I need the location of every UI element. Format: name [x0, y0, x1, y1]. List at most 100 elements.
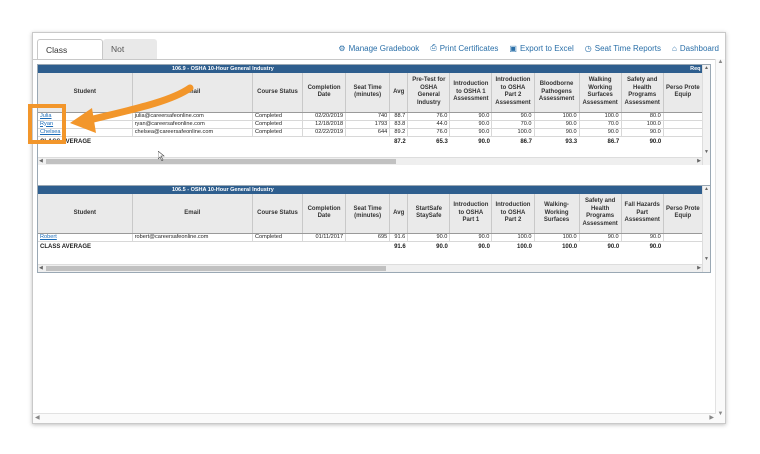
score-cell: 90.0: [449, 128, 493, 137]
col-module-5[interactable]: Safety and Health Programs Assessment: [579, 194, 622, 234]
horizontal-scrollbar[interactable]: ◀ ▶: [38, 157, 710, 165]
score-cell: 100.0: [491, 233, 535, 242]
col-module-5[interactable]: Walking Working Surfaces Assessment: [579, 73, 622, 113]
col-module-6[interactable]: Safety and Health Programs Assessment: [621, 73, 664, 113]
status-cell: Completed: [252, 233, 304, 242]
score-cell: 90.0: [621, 233, 664, 242]
scroll-left-icon[interactable]: ◀: [35, 415, 40, 421]
scroll-right-icon[interactable]: ▶: [697, 265, 701, 271]
horizontal-scrollbar[interactable]: ◀ ▶: [38, 264, 710, 272]
score-cell: 90.0: [449, 120, 493, 129]
table-row: Chelsea chelsea@careersafeonline.com Com…: [38, 128, 704, 137]
class-average-score: 90.0: [607, 243, 620, 250]
email-cell: robert@careersafeonline.com: [132, 233, 253, 242]
score-cell: 100.0: [579, 112, 622, 121]
seat-time-reports-button[interactable]: ◷ Seat Time Reports: [585, 43, 661, 53]
course-grid-106-5: 106.5 - OSHA 10-Hour General Industry St…: [37, 185, 711, 273]
scroll-up-icon[interactable]: ▲: [704, 186, 709, 192]
col-module-1[interactable]: StartSafe StaySafe: [407, 194, 451, 234]
home-icon: ⌂: [672, 43, 677, 53]
panel-horizontal-scrollbar[interactable]: ◀ ▶: [33, 413, 716, 423]
col-module-4[interactable]: Bloodborne Pathogens Assessment: [534, 73, 580, 113]
class-average-score: 100.0: [516, 243, 532, 250]
seat-time-reports-label: Seat Time Reports: [594, 43, 662, 53]
col-email[interactable]: Email: [132, 194, 253, 234]
col-seat-time[interactable]: Seat Time (minutes): [345, 73, 391, 113]
class-average-score: 100.0: [562, 243, 578, 250]
class-average-score: 93.3: [565, 138, 578, 145]
col-module-6[interactable]: Fall Hazards Part Assessment: [621, 194, 664, 234]
scroll-left-icon[interactable]: ◀: [39, 158, 43, 164]
col-seat-time[interactable]: Seat Time (minutes): [345, 194, 391, 234]
email-cell: chelsea@careersafeonline.com: [132, 128, 253, 137]
col-avg[interactable]: Avg: [389, 194, 409, 234]
col-student[interactable]: Student: [38, 194, 133, 234]
score-cell: 90.0: [491, 112, 535, 121]
print-certificates-button[interactable]: ⎙ Print Certificates: [430, 43, 498, 53]
scroll-left-icon[interactable]: ◀: [39, 265, 43, 271]
class-average-score: 90.0: [649, 243, 662, 250]
scroll-up-icon[interactable]: ▲: [704, 65, 709, 71]
scroll-right-icon[interactable]: ▶: [697, 158, 701, 164]
col-module-7[interactable]: Perso Prote Equip: [663, 194, 704, 234]
vertical-scrollbar[interactable]: ▲ ▼: [702, 65, 710, 165]
col-module-2[interactable]: Introduction to OSHA Part 1: [449, 194, 493, 234]
score-cell: [663, 233, 704, 242]
student-link[interactable]: Robert: [38, 233, 133, 242]
table-row: Julia julia@careersafeonline.com Complet…: [38, 112, 704, 121]
manage-gradebook-label: Manage Gradebook: [348, 43, 420, 53]
scroll-thumb[interactable]: [46, 159, 396, 164]
date-cell: 02/22/2019: [302, 128, 347, 137]
col-module-7[interactable]: Perso Prote Equip: [663, 73, 704, 113]
seat-cell: 695: [345, 233, 391, 242]
score-cell: [663, 120, 704, 129]
arrow-shaft: [81, 84, 194, 125]
col-avg[interactable]: Avg: [389, 73, 409, 113]
grid-table: 106.5 - OSHA 10-Hour General Industry St…: [38, 186, 704, 253]
col-module-2[interactable]: Introduction to OSHA 1 Assessment: [449, 73, 493, 113]
vertical-scrollbar[interactable]: ▲ ▼: [702, 186, 710, 272]
col-course-status[interactable]: Course Status: [252, 194, 304, 234]
score-cell: 90.0: [621, 128, 664, 137]
col-module-3[interactable]: Introduction to OSHA Part 2 Assessment: [491, 73, 535, 113]
seat-cell: 740: [345, 112, 391, 121]
score-cell: 76.0: [407, 128, 451, 137]
dashboard-button[interactable]: ⌂ Dashboard: [672, 43, 719, 53]
col-module-1[interactable]: Pre-Test for OSHA General Industry: [407, 73, 451, 113]
col-course-status[interactable]: Course Status: [252, 73, 304, 113]
printer-icon: ⎙: [430, 43, 437, 52]
toolbar: ⚙ Manage Gradebook ⎙ Print Certificates …: [338, 43, 719, 53]
score-cell: 100.0: [621, 120, 664, 129]
score-cell: 76.0: [407, 112, 451, 121]
class-average-score: 65.3: [436, 138, 448, 145]
gradebook-panel: Class Period 1 Not Grouped ⚙ Manage Grad…: [32, 32, 726, 424]
student-link[interactable]: Chelsea: [38, 128, 133, 137]
export-excel-button[interactable]: ▣ Export to Excel: [509, 43, 573, 53]
col-completion-date[interactable]: Completion Date: [302, 194, 347, 234]
class-average-score: 90.0: [649, 138, 662, 145]
score-cell: 100.0: [491, 128, 535, 137]
status-cell: Completed: [252, 112, 304, 121]
manage-gradebook-button[interactable]: ⚙ Manage Gradebook: [338, 43, 419, 53]
scroll-right-icon[interactable]: ▶: [709, 415, 714, 421]
scroll-down-icon[interactable]: ▼: [717, 411, 724, 417]
scroll-down-icon[interactable]: ▼: [704, 256, 709, 262]
email-cell: julia@careersafeonline.com: [132, 112, 253, 121]
score-cell: 90.0: [534, 128, 580, 137]
clock-icon: ◷: [584, 43, 592, 53]
col-module-4[interactable]: Walking-Working Surfaces: [534, 194, 580, 234]
scroll-thumb[interactable]: [46, 266, 386, 271]
score-cell: [663, 112, 704, 121]
col-completion-date[interactable]: Completion Date: [302, 73, 347, 113]
save-icon: ▣: [509, 43, 517, 53]
class-average-score: 90.0: [478, 138, 490, 145]
grid-table: 106.9 - OSHA 10-Hour General Industry Re…: [38, 65, 704, 148]
scroll-down-icon[interactable]: ▼: [704, 149, 709, 155]
col-module-3[interactable]: Introduction to OSHA Part 2: [491, 194, 535, 234]
scroll-up-icon[interactable]: ▲: [717, 59, 724, 65]
course-title: 106.9 - OSHA 10-Hour General Industry: [38, 65, 408, 73]
score-cell: 90.0: [449, 112, 493, 121]
panel-vertical-scrollbar[interactable]: ▲ ▼: [715, 59, 725, 423]
class-average-label: CLASS AVERAGE: [40, 243, 92, 250]
class-average-row: CLASS AVERAGE 91.6 90.0 90.0 100.0 100.0…: [38, 241, 703, 253]
